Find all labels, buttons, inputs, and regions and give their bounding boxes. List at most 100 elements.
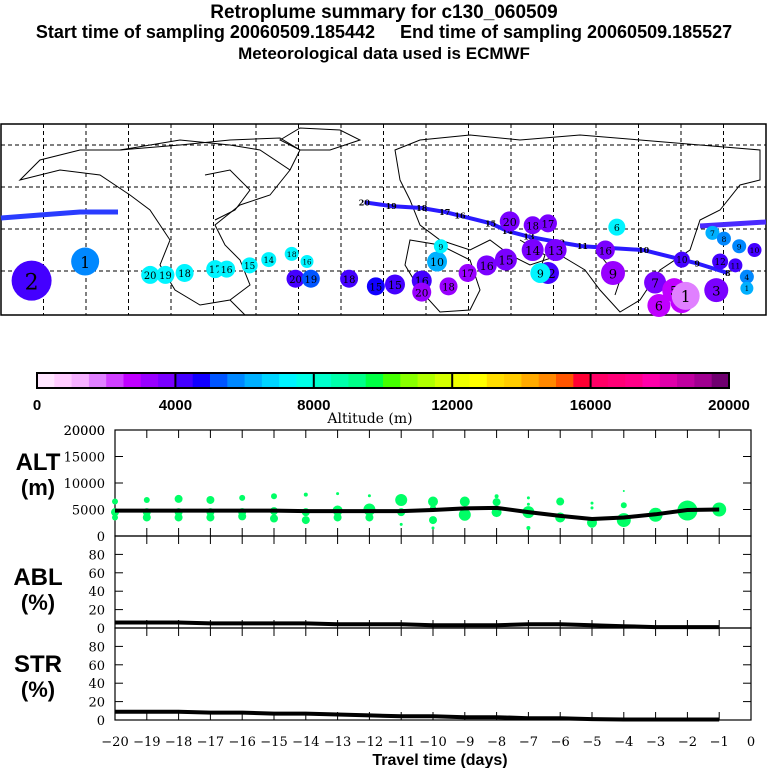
colorbar-swatch <box>607 373 626 388</box>
plume-cluster <box>740 281 754 295</box>
plume-cluster <box>728 258 743 273</box>
plume-cluster <box>476 255 497 276</box>
cluster-dot <box>590 506 594 510</box>
plume-cluster <box>439 277 458 296</box>
series-line <box>115 620 720 630</box>
cluster-label: 1 <box>80 254 90 272</box>
y-tick-label: 0 <box>97 714 105 729</box>
x-tick-label: −17 <box>197 735 224 750</box>
plume-cluster <box>412 282 432 302</box>
colorbar-swatch <box>244 373 263 388</box>
cluster-label: 14 <box>525 244 541 258</box>
cluster-label: 18 <box>343 275 356 286</box>
cluster-dot <box>399 522 403 526</box>
cluster-label: 7 <box>710 229 715 238</box>
plume-cluster <box>284 246 299 261</box>
colorbar-swatch <box>313 373 332 388</box>
colorbar-tick-label: 8000 <box>297 397 330 414</box>
plume-cluster <box>427 251 448 272</box>
colorbar-swatch <box>37 373 55 388</box>
altitude-colorbar: 0 4000 8000 12000 16000 20000 Altitude (m) <box>33 372 750 427</box>
panel-title: ABL <box>13 564 62 591</box>
cluster-label: 14 <box>264 255 275 265</box>
track-label: 18 <box>416 203 428 213</box>
colorbar-tick-label: 4000 <box>159 397 192 414</box>
colorbar-swatch <box>573 373 592 388</box>
panel-frame <box>114 627 752 721</box>
panel-unit: (%) <box>21 677 55 702</box>
colorbar-swatch <box>54 373 73 388</box>
y-tick-label: 0 <box>97 530 105 545</box>
colorbar-tick-label: 0 <box>33 397 41 414</box>
panel-title: ALT <box>16 449 61 476</box>
cluster-dot <box>365 513 374 522</box>
cluster-label: 15 <box>244 262 255 272</box>
plume-cluster <box>647 293 671 317</box>
colorbar-swatch <box>71 373 90 388</box>
colorbar-swatch <box>175 373 194 388</box>
plume-cluster <box>301 269 320 288</box>
plume-cluster <box>671 281 700 310</box>
x-tick-label: −12 <box>356 735 383 750</box>
coastline <box>229 299 246 316</box>
colorbar-swatch <box>469 373 488 388</box>
cluster-label: 19 <box>159 271 172 282</box>
cluster-dot <box>458 508 471 521</box>
plume-cluster <box>494 248 517 271</box>
panel-title: STR <box>14 651 62 678</box>
cluster-dot <box>590 501 594 505</box>
plume-cluster <box>141 265 160 284</box>
x-tick-label: −7 <box>519 735 538 750</box>
panel-unit: (m) <box>21 475 55 500</box>
plume-cluster <box>340 269 359 288</box>
plume-cluster <box>261 252 277 268</box>
cluster-dot <box>303 492 308 497</box>
track-label: 16 <box>454 211 466 221</box>
plume-cluster <box>601 260 625 285</box>
plume-cluster <box>530 262 551 283</box>
colorbar-swatch <box>365 373 384 388</box>
cluster-label: 11 <box>731 261 741 270</box>
x-tick-label: −3 <box>646 735 665 750</box>
x-tick-label: −11 <box>387 735 414 750</box>
cluster-label: 10 <box>676 256 688 266</box>
colorbar-swatch <box>642 373 661 388</box>
panel-unit: (%) <box>21 590 55 615</box>
track-label: 17 <box>439 207 450 217</box>
cluster-dot <box>526 526 531 531</box>
cluster-dot <box>494 494 499 499</box>
colorbar-swatch <box>261 373 280 388</box>
x-tick-label: −1 <box>710 735 729 750</box>
plume-cluster <box>538 214 557 233</box>
plume-cluster <box>241 257 258 274</box>
cluster-label: 20 <box>144 271 157 282</box>
colorbar-swatch <box>659 373 678 388</box>
cluster-label: 15 <box>370 282 383 293</box>
track-label: 10 <box>638 245 650 255</box>
cluster-label: 19 <box>305 275 318 286</box>
colorbar-tick-label: 20000 <box>708 397 750 414</box>
cluster-dot <box>112 498 118 505</box>
plume-cluster <box>595 240 615 260</box>
cluster-dot <box>526 496 530 500</box>
cluster-dot <box>395 493 408 506</box>
cluster-dot <box>206 513 215 522</box>
x-tick-label: −15 <box>260 735 287 750</box>
colorbar-swatch <box>400 373 419 388</box>
plume-cluster <box>300 255 314 269</box>
colorbar-tick-label: 16000 <box>570 397 612 414</box>
plume-cluster <box>71 247 100 276</box>
colorbar-swatch <box>434 373 453 388</box>
cluster-dot <box>143 496 150 503</box>
cluster-dot <box>142 513 151 522</box>
plume-cluster <box>499 211 520 232</box>
cluster-dot <box>112 514 118 521</box>
cluster-label: 3 <box>712 285 720 300</box>
x-tick-label: −19 <box>133 735 160 750</box>
cluster-dot <box>174 494 183 503</box>
plume-cluster <box>286 269 305 288</box>
sampling-time-line: Start time of sampling 20060509.185442 E… <box>35 22 733 42</box>
y-tick-label: 15000 <box>64 451 105 466</box>
cluster-label: 6 <box>614 223 620 234</box>
